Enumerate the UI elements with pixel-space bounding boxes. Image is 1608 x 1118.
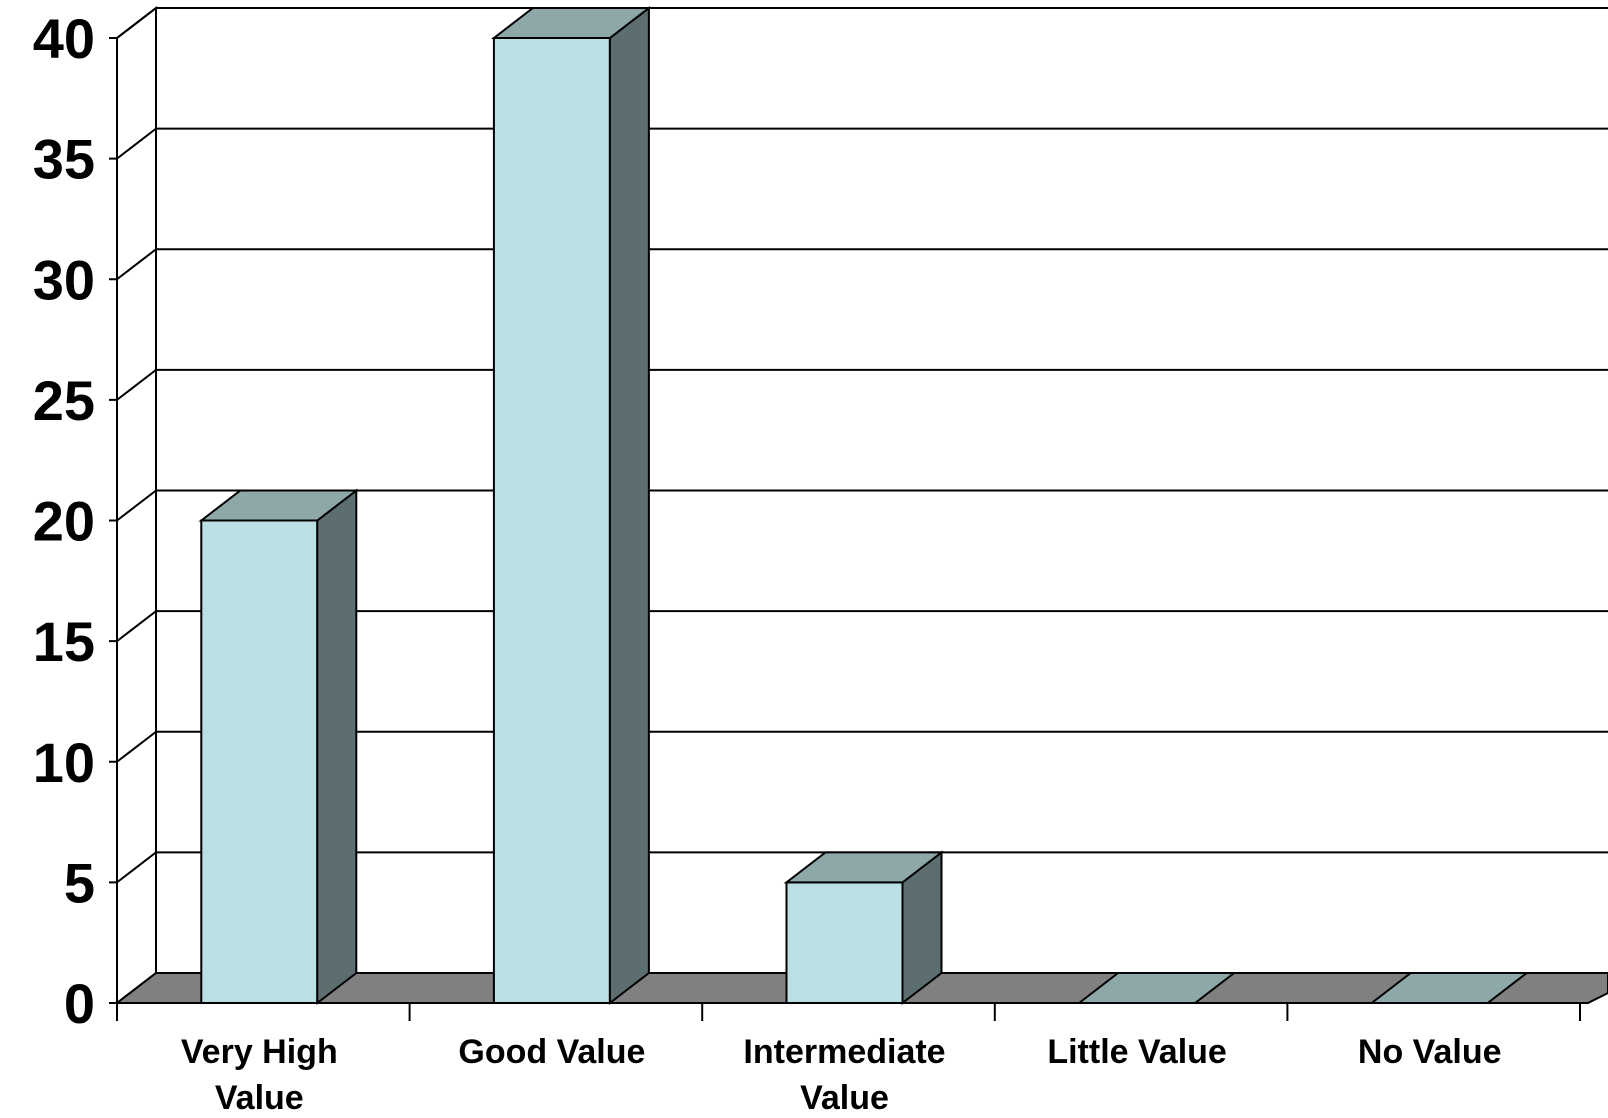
- x-category-label-line: Good Value: [458, 1033, 645, 1071]
- x-category-label-line: Intermediate: [743, 1033, 945, 1071]
- x-category-label-line: Value: [215, 1079, 304, 1117]
- bar-intermediate-value: [783, 850, 945, 1006]
- x-category-labels: Very High Value Good Value Intermediate Valu…: [181, 1033, 1502, 1117]
- y-tick-label: 5: [64, 851, 95, 914]
- x-category-label: Little Value: [1047, 1033, 1227, 1071]
- y-tick-label: 0: [64, 972, 95, 1035]
- bar-very-high-value: [198, 488, 360, 1006]
- bar-good-value: [490, 5, 652, 1006]
- bar-side: [316, 488, 358, 1006]
- x-category-label-line: Very High: [181, 1033, 338, 1071]
- gridline-side: [116, 610, 157, 642]
- x-category-label: Good Value: [458, 1033, 645, 1071]
- gridline-side: [116, 369, 157, 401]
- gridline-side: [116, 489, 157, 522]
- y-tick-labels: 0 5 10 15 20 25 30 35 40: [33, 7, 95, 1035]
- bar-front: [785, 881, 904, 1004]
- y-tick-label: 20: [33, 490, 95, 553]
- bar-no-value: [1368, 972, 1530, 1004]
- y-tick-label: 40: [33, 7, 95, 70]
- gridline-side: [116, 127, 157, 160]
- x-category-label-line: Value: [800, 1079, 889, 1117]
- bar-front: [492, 37, 611, 1004]
- bar-little-value: [1076, 972, 1238, 1004]
- gridline-side: [116, 730, 157, 763]
- y-tick-label: 35: [33, 128, 95, 191]
- x-category-label: Very High Value: [181, 1033, 338, 1117]
- x-category-label: Intermediate Value: [743, 1033, 945, 1117]
- bar-top: [490, 7, 652, 39]
- x-category-label: No Value: [1358, 1033, 1502, 1071]
- y-tick-label: 25: [33, 369, 95, 432]
- bar-front: [200, 519, 319, 1004]
- bar-side: [608, 5, 650, 1006]
- bar-top: [1368, 972, 1530, 1004]
- y-tick-label: 10: [33, 731, 95, 794]
- gridline-side: [116, 7, 157, 39]
- y-tick-label: 15: [33, 610, 95, 673]
- bar-top: [1076, 972, 1238, 1004]
- gridline-side: [116, 248, 157, 281]
- gridline-side: [116, 851, 157, 884]
- x-category-label-line: No Value: [1358, 1033, 1502, 1071]
- bar-top: [198, 489, 360, 522]
- bars: [198, 5, 1530, 1006]
- y-tick-label: 30: [33, 248, 95, 311]
- x-category-label-line: Little Value: [1047, 1033, 1227, 1071]
- bar-top: [783, 851, 945, 884]
